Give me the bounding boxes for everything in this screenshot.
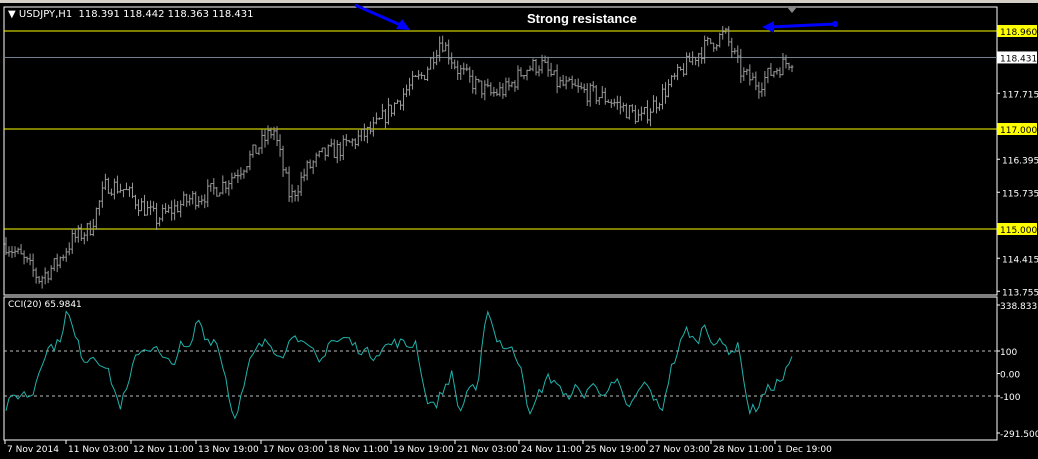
time-tick-label: 28 Nov 11:00 [713, 445, 774, 455]
arrow-line-left[interactable] [354, 3, 406, 29]
cci-line [5, 310, 793, 420]
cci-title: CCI(20) 65.9841 [8, 300, 82, 310]
time-tick-label: 17 Nov 03:00 [263, 445, 324, 455]
arrow-end-dot [832, 21, 838, 27]
time-tick-label: 13 Nov 19:00 [198, 445, 259, 455]
time-tick-label: 21 Nov 03:00 [457, 445, 518, 455]
time-tick-label: 19 Nov 19:00 [393, 445, 454, 455]
cci-tick-label: -291.5004 [1000, 430, 1038, 440]
cci-tick-label: 338.833 [1000, 302, 1037, 312]
cci-tick-label: 100 [1000, 348, 1017, 358]
arrow-head-left-icon [396, 19, 410, 30]
time-tick-label: 25 Nov 19:00 [585, 445, 646, 455]
chart-canvas[interactable]: 118.960 117.000 115.000 118.431 117.715 116.3… [0, 3, 1038, 459]
time-tick-label: 24 Nov 11:00 [521, 445, 582, 455]
cci-tick-label: 0.00 [1000, 371, 1020, 381]
triangle-down-icon[interactable]: ▼ [8, 9, 16, 20]
annotation-text[interactable]: Strong resistance [527, 11, 637, 26]
arrow-head-right-icon [762, 21, 774, 33]
time-tick-label: 18 Nov 11:00 [328, 445, 389, 455]
cci-tick-label: -100 [1000, 393, 1021, 403]
price-tick-label: 116.395 [1002, 156, 1038, 166]
time-tick-label: 7 Nov 2014 [7, 445, 59, 455]
time-tick-label: 1 Dec 19:00 [777, 445, 832, 455]
price-tick-label: 114.415 [1002, 255, 1038, 265]
chart-header: ▼ USDJPY,H1 118.391 118.442 118.363 118.… [8, 9, 254, 20]
current-price-label: 118.431 [1000, 54, 1037, 64]
ohlc-values: 118.391 118.442 118.363 118.431 [78, 9, 254, 20]
price-tick-label: 117.715 [1002, 90, 1038, 100]
price-tick-label: 115.735 [1002, 189, 1038, 199]
level-price-tag [997, 123, 1037, 135]
time-tick-label: 12 Nov 11:00 [133, 445, 194, 455]
level-price-label: 117.000 [1000, 126, 1037, 136]
level-price-tag [997, 223, 1037, 235]
main-panel-border [3, 6, 998, 296]
symbol-label: USDJPY,H1 [18, 9, 73, 20]
cci-panel-border [3, 296, 998, 441]
level-price-label: 115.000 [1000, 226, 1037, 236]
arrow-line-right[interactable] [769, 22, 836, 29]
level-price-label: 118.960 [1000, 28, 1037, 38]
chart-shift-marker-icon[interactable] [787, 7, 797, 13]
current-price-tag [997, 51, 1037, 64]
price-tick-label: 113.755 [1002, 288, 1038, 298]
time-tick-label: 11 Nov 03:00 [68, 445, 129, 455]
time-tick-label: 27 Nov 03:00 [649, 445, 710, 455]
level-price-tag [997, 25, 1037, 37]
